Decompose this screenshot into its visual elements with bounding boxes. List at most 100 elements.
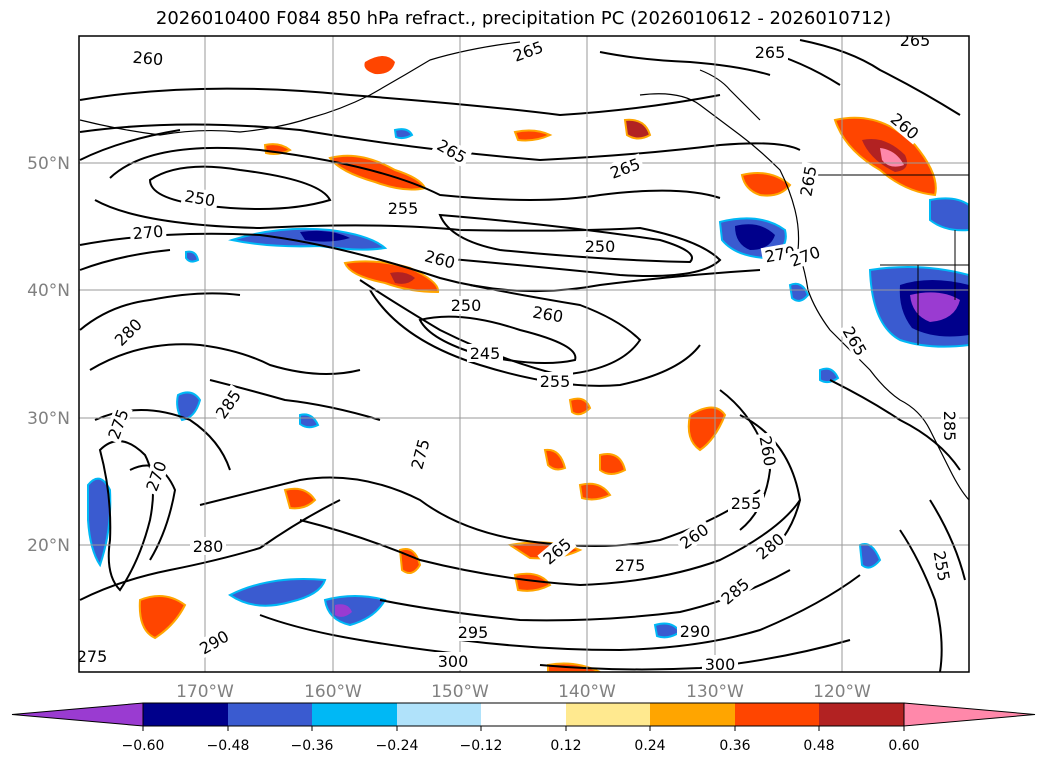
contour-label-bg	[435, 652, 471, 670]
colorbar-segment	[143, 703, 228, 726]
longitude-label: 160°W	[304, 682, 362, 702]
graticule	[79, 36, 969, 672]
contour-label-bg	[129, 47, 167, 69]
contour-label: 245	[470, 344, 501, 363]
longitude-label: 140°W	[558, 682, 616, 702]
contour-label-bg	[582, 237, 618, 255]
contour-label: 255	[388, 199, 419, 218]
contour-label-bg	[752, 43, 788, 61]
contour-label-bg	[715, 572, 755, 610]
contour-label-bg	[420, 245, 460, 273]
contour-label-bg	[796, 161, 820, 201]
colorbar-segment	[566, 703, 650, 726]
contour-label-bg	[129, 221, 167, 243]
contour-label-bg	[674, 518, 714, 554]
contour-label-bg	[702, 655, 738, 672]
longitude-labels: 170°W 160°W 150°W 140°W 130°W 120°W	[176, 682, 871, 702]
contour-label-bg	[385, 199, 421, 217]
contour-label-bg	[728, 494, 764, 512]
contour-label: 275	[615, 556, 646, 575]
map-frame	[78, 35, 970, 673]
contour-label: 285	[940, 411, 959, 442]
contour-label-bg	[612, 556, 648, 574]
contour-label-bg	[190, 537, 226, 555]
contour-label: 270	[132, 222, 164, 244]
contour-label: 295	[458, 623, 489, 642]
contour-label-bg	[467, 344, 503, 362]
latitude-labels: 50°N 40°N 30°N 20°N	[27, 154, 70, 556]
political-borders	[800, 174, 969, 345]
contour-label: 250	[451, 296, 482, 315]
contour-label-bg	[756, 431, 780, 471]
contour-label: 300	[705, 655, 736, 674]
colorbar: −0.60 −0.48 −0.36 −0.24 −0.12 0.12 0.24 0.36 0.4…	[11, 702, 1036, 754]
contour-label: 255	[540, 372, 571, 391]
contour-label-bg	[180, 186, 220, 210]
colorbar-extend-high	[903, 702, 1036, 727]
longitude-label: 120°W	[813, 682, 871, 702]
colorbar-segment	[735, 703, 819, 726]
precip-fills	[87, 56, 969, 672]
contour-label-bg	[141, 456, 171, 496]
colorbar-segment	[312, 703, 397, 726]
latitude-label: 40°N	[27, 281, 70, 301]
colorbar-segment	[397, 703, 481, 726]
colorbar-tick-label: 0.48	[803, 738, 834, 754]
colorbar-segment	[819, 703, 904, 726]
contour-label: 260	[132, 48, 164, 70]
contour-label-bg	[431, 134, 473, 168]
colorbar-tick-label: −0.12	[460, 738, 503, 754]
colorbar-tick-label: 0.12	[550, 738, 581, 754]
longitude-label: 130°W	[686, 682, 744, 702]
contour-label-bg	[108, 312, 148, 352]
colorbar-tick-label: −0.36	[291, 738, 334, 754]
contour-label-bg	[750, 527, 790, 565]
contour-label: 280	[193, 537, 224, 556]
contour-label-bg	[406, 434, 434, 474]
contour-label: 265	[755, 43, 786, 62]
contour-label-bg	[605, 153, 645, 183]
contour-label-bg	[537, 372, 573, 390]
contour-label: 275	[77, 647, 108, 666]
colorbar-outline	[142, 702, 905, 727]
contour-label: 290	[680, 622, 711, 641]
colorbar-tick-label: 0.36	[719, 738, 750, 754]
colorbar-tick-label: 0.60	[888, 738, 919, 754]
contour-label-bg	[930, 546, 954, 586]
colorbar-segment	[481, 703, 566, 726]
contour-label-bg	[528, 302, 568, 326]
latitude-label: 50°N	[27, 154, 70, 174]
contour-label-bg	[448, 296, 484, 314]
latitude-label: 20°N	[27, 536, 70, 556]
contour-label: 255	[731, 494, 762, 513]
colorbar-segment	[650, 703, 735, 726]
contour-label-bg	[193, 625, 235, 659]
map-title: 2026010400 F084 850 hPa refract., precip…	[155, 8, 892, 29]
contour-label: 250	[585, 237, 616, 256]
colorbar-extend-low	[11, 702, 144, 727]
contour-label: 265	[900, 31, 931, 50]
contour-label-bg	[103, 404, 133, 444]
contour-label-bg	[885, 107, 925, 145]
colorbar-tick-label: 0.24	[634, 738, 665, 754]
contour-label-bg	[79, 647, 110, 665]
contour-label-bg	[677, 622, 713, 640]
contour-label-bg	[537, 532, 577, 570]
contour-label-bg	[508, 36, 548, 66]
contour-label-bg	[838, 320, 872, 362]
colorbar-segment	[228, 703, 312, 726]
contour-label-bg	[455, 623, 491, 641]
colorbar-tick-label: −0.60	[122, 738, 165, 754]
colorbar-tick-label: −0.48	[207, 738, 250, 754]
contour-label: 300	[438, 652, 469, 671]
contour-label-bg	[210, 384, 246, 424]
map-background	[79, 36, 969, 672]
latitude-label: 30°N	[27, 409, 70, 429]
longitude-label: 150°W	[431, 682, 489, 702]
colorbar-tick-label: −0.24	[376, 738, 419, 754]
longitude-label: 170°W	[176, 682, 234, 702]
contour-label-bg	[785, 241, 825, 271]
contour-label-bg	[941, 408, 959, 444]
